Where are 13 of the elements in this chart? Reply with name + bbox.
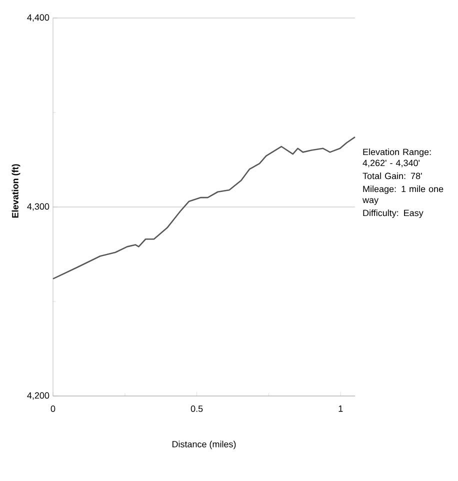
text: Difficulty: Easy (363, 210, 424, 218)
x-tick-label: 0 (50, 406, 56, 412)
text: Total Gain: 78' (362, 172, 422, 180)
text: Mileage: 1 mile one way (362, 186, 444, 205)
text: Elevation Range: 4,262' - 4,340' (362, 148, 431, 168)
y-tick-label: 4,400 (27, 14, 50, 22)
x-tick-label: 0.5 (190, 406, 203, 412)
line-series (52, 136, 356, 280)
y-tick-label: 4,300 (27, 203, 50, 211)
x-axis-title: Distance (miles) (172, 440, 236, 450)
y-tick-label: 4,200 (27, 392, 50, 400)
y-axis-title: Elevation (ft) (12, 164, 20, 218)
x-tick-label: 1 (338, 406, 343, 412)
